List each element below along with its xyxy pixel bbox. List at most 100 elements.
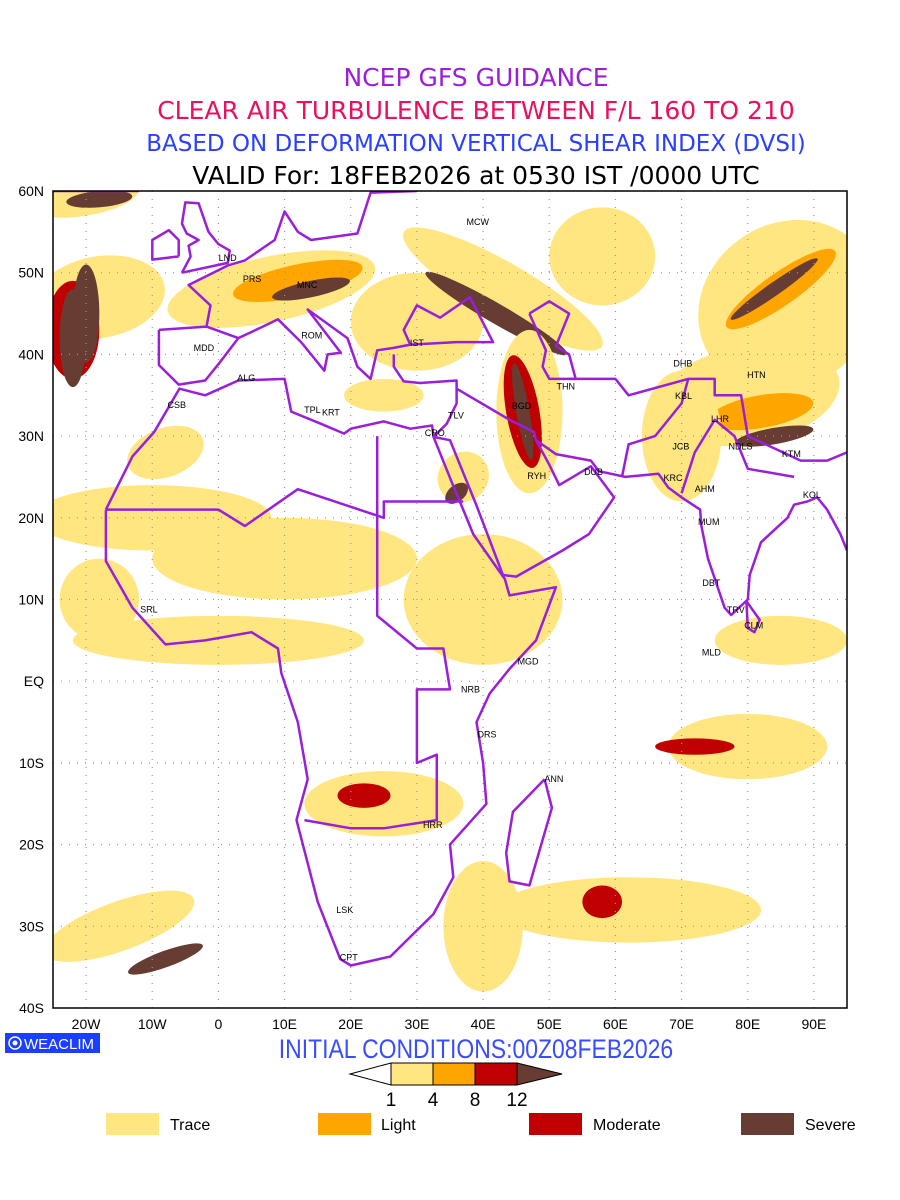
legend-swatch-trace bbox=[106, 1113, 159, 1135]
legend-swatch-light bbox=[318, 1113, 371, 1135]
legend-label-light: Light bbox=[381, 1117, 416, 1134]
title-line-1: NCEP GFS GUIDANCE bbox=[343, 63, 608, 92]
station-lhr: LHR bbox=[711, 414, 730, 424]
colorbar-tick: 4 bbox=[428, 1090, 439, 1111]
turbulence-area bbox=[344, 378, 424, 412]
station-dub: DUB bbox=[584, 467, 603, 477]
turbulence-area bbox=[272, 277, 350, 301]
station-ist: IST bbox=[410, 338, 425, 348]
station-thn: THN bbox=[557, 381, 576, 391]
lat-tick-label: 30N bbox=[18, 428, 44, 444]
station-kol: KOL bbox=[803, 490, 821, 500]
legend-swatch-moderate bbox=[529, 1113, 582, 1135]
turbulence-area bbox=[443, 860, 523, 992]
boundary-line bbox=[237, 295, 495, 381]
turbulence-area bbox=[735, 425, 814, 447]
station-ann: ANN bbox=[544, 774, 563, 784]
station-mcw: MCW bbox=[467, 217, 490, 227]
boundary-line bbox=[187, 191, 417, 327]
station-hrr: HRR bbox=[423, 820, 443, 830]
station-tpl: TPL bbox=[304, 405, 321, 415]
station-nrb: NRB bbox=[461, 684, 480, 694]
station-jcb: JCB bbox=[672, 442, 689, 452]
station-ryh: RYH bbox=[527, 471, 546, 481]
colorbar-tick: 12 bbox=[506, 1090, 527, 1111]
station-dhb: DHB bbox=[673, 358, 692, 368]
lon-tick-label: 20W bbox=[72, 1016, 102, 1032]
boundary-line bbox=[392, 354, 458, 389]
longitude-labels: 20W 10W 0 10E 20E 30E 40E 50E 60E 70E 80E 90E bbox=[72, 1016, 827, 1032]
lat-tick-label: 20N bbox=[18, 510, 44, 526]
turbulence-areas bbox=[53, 191, 847, 992]
station-mld: MLD bbox=[702, 648, 722, 658]
title-line-2: CLEAR AIR TURBULENCE BETWEEN F/L 160 TO … bbox=[157, 96, 795, 125]
station-srl: SRL bbox=[140, 604, 158, 614]
station-kbl: KBL bbox=[675, 391, 692, 401]
plot-frame bbox=[52, 190, 848, 1009]
station-mnc: MNC bbox=[297, 280, 318, 290]
boundary-line bbox=[180, 201, 231, 274]
turbulence-area bbox=[128, 943, 203, 975]
lon-tick-label: 40E bbox=[471, 1016, 496, 1032]
boundary-line bbox=[151, 228, 180, 261]
colorbar: 1 4 8 12 bbox=[348, 1062, 563, 1111]
station-ktm: KTM bbox=[782, 449, 801, 459]
turbulence-area bbox=[512, 363, 534, 460]
turbulence-area bbox=[641, 370, 722, 502]
turbulence-area bbox=[152, 517, 417, 600]
boundary-line bbox=[569, 377, 847, 462]
lon-tick-label: 10W bbox=[138, 1016, 168, 1032]
station-krc: KRC bbox=[663, 473, 683, 483]
turbulence-area bbox=[402, 227, 603, 351]
turbulence-area bbox=[232, 259, 363, 302]
lat-tick-label: 10S bbox=[19, 755, 44, 771]
boundary-line bbox=[535, 439, 847, 617]
lat-tick-label: EQ bbox=[24, 673, 44, 689]
boundary-line bbox=[104, 377, 558, 967]
boundary-line bbox=[528, 300, 577, 381]
lon-tick-label: 60E bbox=[603, 1016, 628, 1032]
boundary-line bbox=[745, 600, 761, 634]
boundary-line bbox=[105, 487, 464, 528]
logo-icon bbox=[8, 1036, 22, 1050]
colorbar-segment-trace bbox=[390, 1062, 434, 1086]
station-alg: ALG bbox=[237, 373, 255, 383]
station-tlv: TLV bbox=[448, 411, 464, 421]
station-bgd: BGD bbox=[512, 401, 532, 411]
station-rom: ROM bbox=[301, 331, 322, 341]
boundary-line bbox=[304, 436, 452, 830]
colorbar-segment-moderate bbox=[474, 1062, 518, 1086]
legend-label-moderate: Moderate bbox=[593, 1117, 661, 1134]
station-cro: CRO bbox=[425, 428, 445, 438]
turbulence-area bbox=[496, 877, 762, 943]
colorbar-low-arrow bbox=[348, 1062, 392, 1086]
lat-tick-label: 40N bbox=[18, 346, 44, 362]
lon-tick-label: 70E bbox=[669, 1016, 694, 1032]
lon-tick-label: 10E bbox=[272, 1016, 297, 1032]
boundary-line bbox=[432, 387, 616, 578]
boundary-line bbox=[504, 778, 554, 887]
station-krt: KRT bbox=[322, 407, 340, 417]
lon-tick-label: 90E bbox=[801, 1016, 826, 1032]
boundary-line bbox=[620, 378, 690, 478]
turbulence-area bbox=[668, 713, 828, 780]
latitude-labels: 60N 50N 40N 30N 20N 10N EQ 10S 20S 30S 40S bbox=[18, 183, 44, 1016]
turbulence-area bbox=[730, 258, 818, 320]
legend: Trace Light Moderate Severe bbox=[106, 1113, 856, 1135]
legend-swatch-severe bbox=[741, 1113, 794, 1135]
turbulence-area bbox=[337, 783, 391, 808]
title-line-3: BASED ON DEFORMATION VERTICAL SHEAR INDE… bbox=[146, 131, 806, 157]
station-dbt: DBT bbox=[702, 578, 721, 588]
station-cpt: CPT bbox=[340, 952, 359, 962]
lon-tick-label: 50E bbox=[537, 1016, 562, 1032]
station-csb: CSB bbox=[167, 400, 186, 410]
turbulence-area bbox=[72, 615, 365, 665]
station-htn: HTN bbox=[747, 370, 766, 380]
turbulence-area bbox=[59, 558, 140, 641]
station-clm: CLM bbox=[744, 621, 763, 631]
station-ndls: NDLS bbox=[728, 442, 752, 452]
colorbar-high-arrow bbox=[516, 1062, 563, 1086]
turbulence-area bbox=[53, 890, 195, 962]
